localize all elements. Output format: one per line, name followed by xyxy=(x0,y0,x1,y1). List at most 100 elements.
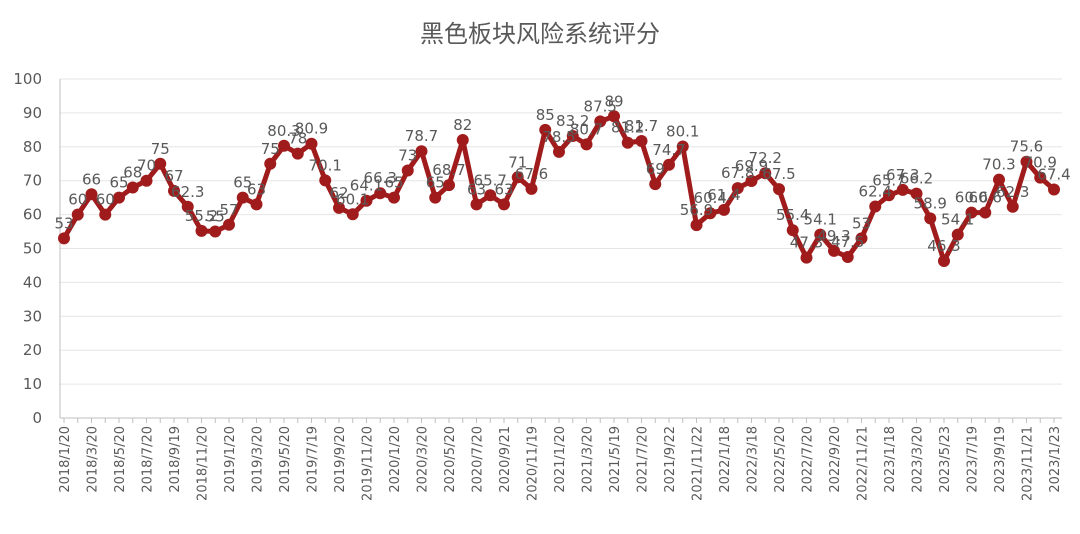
y-tick-label: 20 xyxy=(23,341,42,359)
data-point xyxy=(924,212,937,225)
data-point xyxy=(828,244,840,257)
data-label: 78.5 xyxy=(542,128,575,146)
x-tick-label: 2019/1/20 xyxy=(223,426,238,493)
x-tick-label: 2019/3/20 xyxy=(251,426,266,493)
data-point xyxy=(443,179,455,192)
data-point xyxy=(731,182,744,195)
x-tick-label: 2022/5/20 xyxy=(773,426,788,493)
data-label: 80.3 xyxy=(267,122,300,140)
x-tick-label: 2023/1/23 xyxy=(1048,426,1063,493)
data-label: 68.7 xyxy=(432,161,465,179)
data-point xyxy=(718,203,730,216)
data-point xyxy=(690,219,703,232)
data-point xyxy=(553,145,565,158)
data-label: 69.9 xyxy=(735,157,768,175)
data-label: 53 xyxy=(852,214,871,232)
data-label: 62 xyxy=(329,184,348,202)
data-point xyxy=(113,191,125,204)
x-tick-label: 2021/7/20 xyxy=(636,426,651,493)
data-label: 78 xyxy=(288,130,307,148)
data-point xyxy=(594,115,607,128)
y-tick-label: 60 xyxy=(23,206,42,224)
data-point xyxy=(223,218,235,231)
data-point xyxy=(814,228,827,241)
data-label: 60.4 xyxy=(694,189,727,207)
data-point xyxy=(388,191,400,204)
data-label: 47.5 xyxy=(831,233,864,251)
x-tick-label: 2019/5/20 xyxy=(278,426,293,493)
x-tick-label: 2023/5/23 xyxy=(938,426,953,493)
data-point xyxy=(869,200,882,213)
x-tick-label: 2018/9/19 xyxy=(168,426,183,493)
y-tick-label: 70 xyxy=(23,172,42,190)
data-label: 55.4 xyxy=(776,206,809,224)
chart-title: 黑色板块风险系统评分 xyxy=(420,20,660,48)
data-label: 80.1 xyxy=(666,122,699,140)
x-tick-label: 2021/11/22 xyxy=(691,426,706,501)
x-tick-label: 2023/7/19 xyxy=(966,426,981,493)
data-point xyxy=(663,158,675,171)
x-tick-label: 2021/9/22 xyxy=(663,426,678,493)
data-point xyxy=(291,147,304,160)
x-tick-label: 2018/11/20 xyxy=(196,426,211,501)
x-tick-label: 2021/1/20 xyxy=(553,426,568,493)
x-tick-label: 2022/1/18 xyxy=(718,426,733,493)
data-label: 46.3 xyxy=(927,237,960,255)
data-point xyxy=(333,201,345,214)
data-point xyxy=(910,187,923,200)
x-tick-label: 2021/3/20 xyxy=(581,426,596,493)
data-point xyxy=(525,182,538,195)
data-point xyxy=(855,232,868,245)
data-label: 54.1 xyxy=(804,211,837,229)
data-label: 69 xyxy=(646,160,665,178)
data-point xyxy=(250,198,263,211)
data-label: 70.9 xyxy=(1024,154,1057,172)
data-point xyxy=(676,140,689,153)
data-label: 70.3 xyxy=(982,156,1015,174)
data-point xyxy=(965,206,978,219)
data-label: 72.2 xyxy=(749,149,782,167)
data-label: 55.2 xyxy=(185,207,218,225)
data-label: 57 xyxy=(219,201,238,219)
y-tick-label: 90 xyxy=(23,104,42,122)
data-point xyxy=(99,208,112,221)
data-label: 62.3 xyxy=(171,183,204,201)
data-label: 58.9 xyxy=(914,194,947,212)
data-point xyxy=(1048,183,1060,196)
data-point xyxy=(168,184,180,197)
y-axis: 0 10 20 30 40 50 60 70 80 90 100 xyxy=(13,70,61,427)
data-label: 81.7 xyxy=(625,117,658,135)
y-tick-label: 100 xyxy=(13,70,42,88)
x-tick-label: 2022/9/20 xyxy=(828,426,843,493)
data-point xyxy=(456,134,469,147)
data-label: 80.7 xyxy=(570,120,603,138)
data-label: 73 xyxy=(398,147,417,165)
data-point xyxy=(511,171,524,184)
data-point xyxy=(759,167,772,180)
data-point xyxy=(209,225,222,238)
y-tick-label: 10 xyxy=(23,375,42,393)
data-point xyxy=(470,198,483,211)
data-point xyxy=(841,250,854,263)
x-tick-label: 2018/3/20 xyxy=(86,426,101,493)
x-tick-label: 2020/1/20 xyxy=(388,426,403,493)
data-label: 67.4 xyxy=(1037,166,1070,184)
data-point xyxy=(498,198,510,211)
data-point xyxy=(883,189,895,202)
data-point xyxy=(979,206,992,219)
x-tick-label: 2018/5/20 xyxy=(113,426,128,493)
x-axis: 2018/1/20 2018/3/20 2018/5/20 2018/7/20 2018… xyxy=(58,417,1063,501)
data-label: 65 xyxy=(426,174,445,192)
data-label: 70.1 xyxy=(309,156,342,174)
data-point xyxy=(896,183,909,196)
data-label: 47.3 xyxy=(790,234,823,252)
y-tick-label: 80 xyxy=(23,138,42,156)
data-point xyxy=(1006,200,1019,213)
data-label: 75 xyxy=(261,140,280,158)
data-label: 83.2 xyxy=(556,112,589,130)
data-labels: 53606660656870756762.355.2555765637580.3… xyxy=(54,92,1070,255)
data-point xyxy=(58,232,70,245)
data-point xyxy=(745,175,758,188)
data-point xyxy=(938,255,950,268)
data-point xyxy=(278,139,290,152)
